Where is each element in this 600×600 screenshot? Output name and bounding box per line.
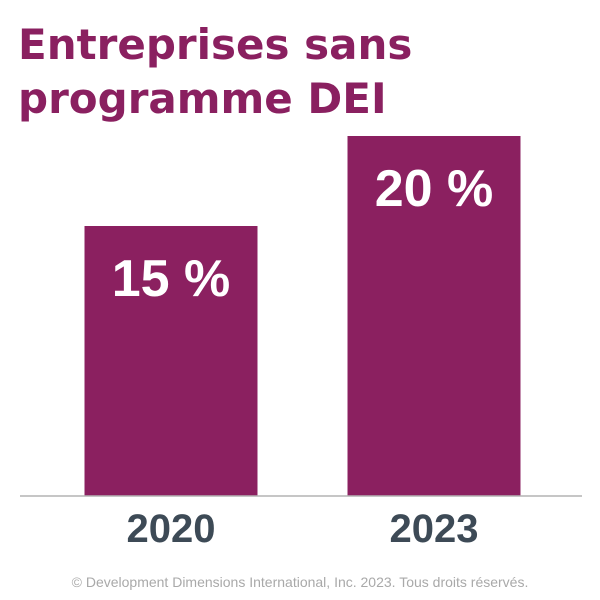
- bar-value-label-2020: 15 %: [112, 250, 231, 308]
- labels-group: 15 % 2020 20 % 2023: [112, 160, 494, 551]
- bar-2023: [347, 136, 521, 496]
- bars-group: [84, 136, 521, 496]
- bar-2020: [84, 226, 258, 496]
- bar-value-label-2023: 20 %: [375, 160, 494, 218]
- chart-title: Entreprises sans programme DEI: [18, 20, 413, 123]
- x-tick-label-2020: 2020: [127, 507, 216, 551]
- x-tick-label-2023: 2023: [390, 507, 479, 551]
- copyright-footer: © Development Dimensions International, …: [71, 574, 529, 590]
